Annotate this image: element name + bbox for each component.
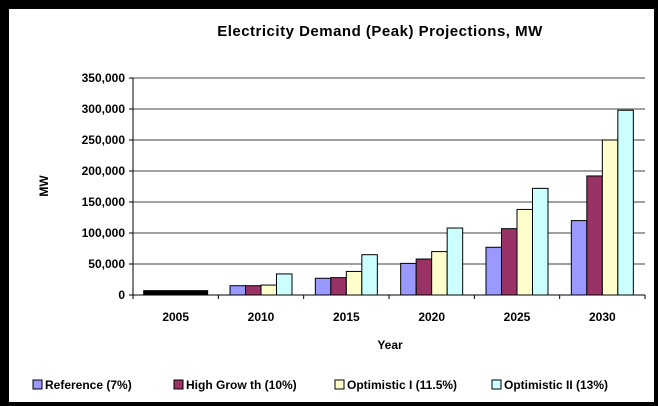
- x-tick-label: 2030: [589, 310, 616, 324]
- y-tick-label: 0: [118, 288, 125, 302]
- bar: [415, 258, 433, 296]
- legend-entry: High Grow th (10%): [186, 378, 297, 392]
- bar: [516, 208, 533, 296]
- y-tick-label: 250,000: [82, 133, 126, 147]
- y-tick-label: 50,000: [88, 257, 125, 271]
- bar: [245, 285, 262, 296]
- bar: [617, 109, 634, 296]
- legend-entry: Optimistic I (11.5%): [347, 378, 457, 392]
- legend-swatch: [173, 379, 184, 390]
- legend-swatch: [32, 379, 43, 390]
- x-axis-ticks: 2005 2010 2015 2020 2025 2030: [132, 295, 646, 324]
- legend-swatch: [334, 379, 345, 390]
- y-tick-label: 100,000: [82, 226, 126, 240]
- bar: [601, 139, 619, 296]
- bar: [501, 228, 518, 296]
- bar: [400, 262, 417, 296]
- x-tick-label: 2005: [162, 310, 189, 324]
- bars: [143, 109, 634, 296]
- x-tick-label: 2025: [504, 310, 531, 324]
- bar: [361, 254, 378, 296]
- bar: [586, 175, 603, 296]
- x-tick-label: 2020: [418, 310, 445, 324]
- gridlines: [133, 77, 645, 265]
- bar: [276, 273, 293, 296]
- bar: [446, 227, 464, 296]
- legend-swatch: [491, 379, 502, 390]
- bar: [485, 246, 502, 296]
- bar: [260, 284, 277, 296]
- legend-entry: Optimistic II (13%): [504, 378, 608, 392]
- y-axis-ticks: 0 50,000 100,000 150,000 200,000 250,000 300,0…: [82, 71, 133, 302]
- bar: [330, 277, 347, 296]
- y-tick-label: 300,000: [82, 102, 126, 116]
- x-tick-label: 2015: [333, 310, 360, 324]
- y-tick-label: 200,000: [82, 164, 126, 178]
- x-tick-label: 2010: [248, 310, 275, 324]
- bar: [345, 270, 363, 296]
- legend: Reference (7%) High Grow th (10%) Optimist…: [32, 378, 608, 392]
- x-axis-label: Year: [377, 338, 403, 352]
- bar: [532, 187, 549, 296]
- y-tick-label: 150,000: [82, 195, 126, 209]
- bar: [229, 285, 246, 296]
- bar: [314, 277, 332, 296]
- legend-entry: Reference (7%): [45, 378, 132, 392]
- chart-title: Electricity Demand (Peak) Projections, M…: [217, 23, 543, 40]
- bar-2005: [143, 290, 209, 296]
- y-tick-label: 350,000: [82, 71, 126, 85]
- bar: [431, 251, 448, 296]
- bar: [570, 220, 588, 296]
- y-axis-label: MW: [37, 175, 51, 197]
